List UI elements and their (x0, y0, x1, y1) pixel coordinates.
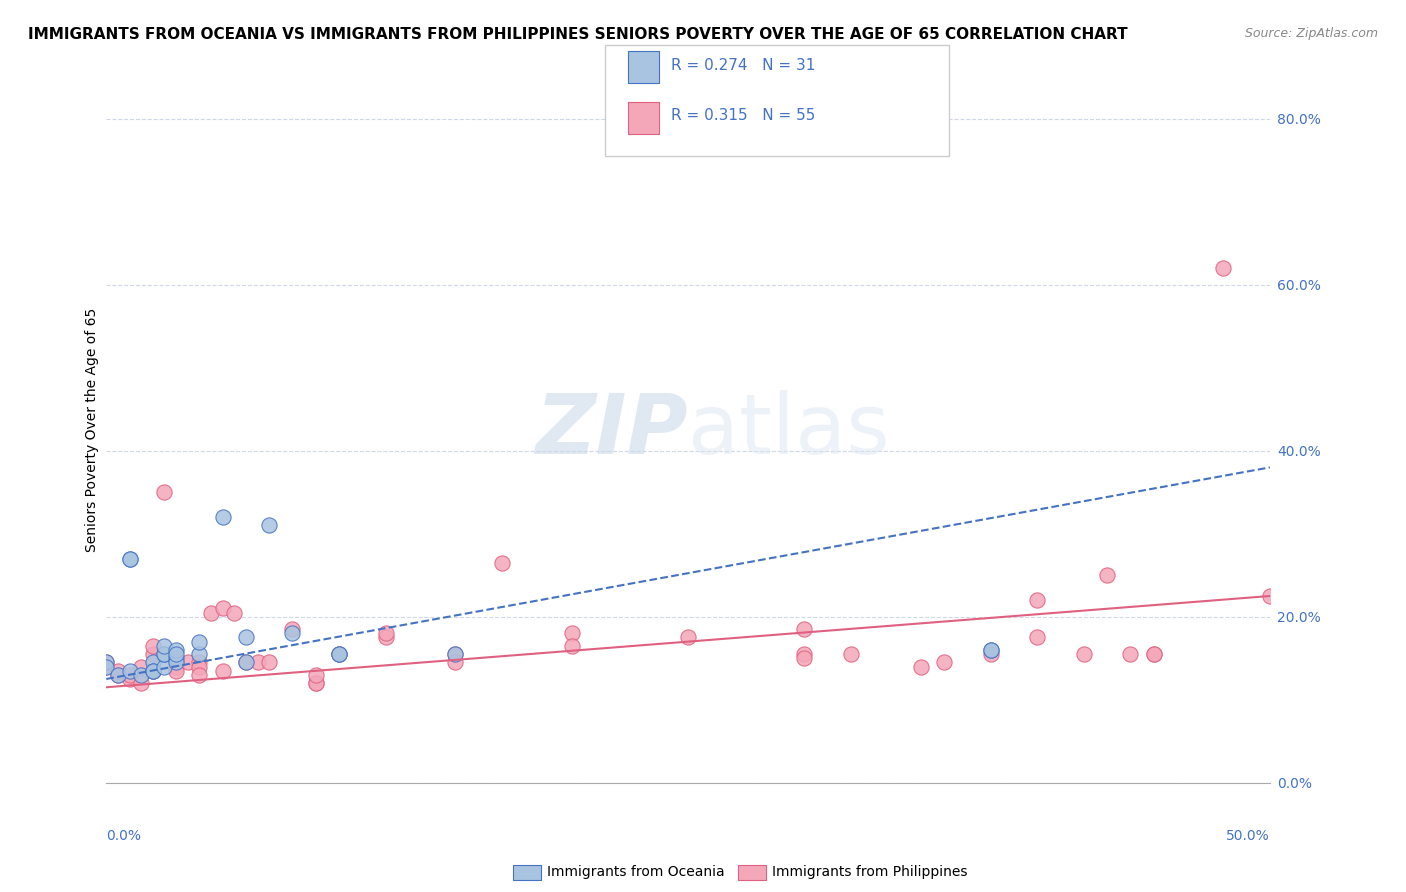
Text: Source: ZipAtlas.com: Source: ZipAtlas.com (1244, 27, 1378, 40)
Point (188, 647, 211, 661)
Point (165, 651, 187, 665)
Point (142, 639, 165, 653)
Point (118, 551, 141, 566)
Point (188, 668, 211, 682)
Text: Immigrants from Philippines: Immigrants from Philippines (772, 865, 967, 880)
Point (1026, 631, 1049, 645)
Point (374, 631, 396, 645)
Point (165, 643, 187, 657)
Point (839, 647, 862, 661)
Point (118, 551, 141, 566)
Text: 50.0%: 50.0% (1226, 829, 1270, 843)
Text: R = 0.315   N = 55: R = 0.315 N = 55 (671, 109, 815, 123)
Point (561, 626, 583, 640)
Point (211, 510, 233, 524)
Point (107, 668, 129, 682)
Point (676, 631, 699, 645)
Point (932, 656, 955, 670)
Point (96, 659, 118, 673)
Point (281, 622, 304, 636)
Point (1119, 647, 1142, 661)
Point (257, 518, 280, 533)
Point (1026, 593, 1049, 607)
Point (165, 656, 187, 670)
Point (444, 656, 467, 670)
Y-axis label: Seniors Poverty Over the Age of 65: Seniors Poverty Over the Age of 65 (86, 308, 100, 552)
Point (96, 656, 118, 670)
Point (165, 656, 187, 670)
Point (257, 656, 280, 670)
Point (235, 656, 257, 670)
Text: IMMIGRANTS FROM OCEANIA VS IMMIGRANTS FROM PHILIPPINES SENIORS POVERTY OVER THE : IMMIGRANTS FROM OCEANIA VS IMMIGRANTS FR… (28, 27, 1128, 42)
Point (224, 606, 246, 620)
Point (142, 664, 165, 678)
Point (107, 664, 129, 678)
Point (118, 668, 141, 682)
Point (1073, 647, 1095, 661)
Point (211, 664, 233, 678)
Point (793, 651, 815, 665)
Point (107, 668, 129, 682)
Text: atlas: atlas (688, 390, 890, 471)
Point (200, 606, 222, 620)
Point (910, 659, 932, 673)
Point (328, 647, 350, 661)
Point (980, 647, 1002, 661)
Point (747, 136, 769, 151)
Point (118, 664, 141, 678)
Point (129, 668, 152, 682)
Point (188, 634, 211, 648)
Point (328, 647, 350, 661)
Point (281, 626, 304, 640)
Point (165, 647, 187, 661)
Point (165, 664, 187, 678)
Point (561, 639, 583, 653)
Point (153, 485, 176, 500)
Text: ZIP: ZIP (536, 390, 688, 471)
Point (1258, 589, 1281, 603)
Point (153, 647, 176, 661)
Point (1212, 261, 1234, 276)
Point (246, 656, 269, 670)
Point (118, 672, 141, 686)
Point (793, 622, 815, 636)
Point (444, 647, 467, 661)
Point (96, 659, 118, 673)
Point (793, 647, 815, 661)
Point (153, 659, 176, 673)
Point (153, 639, 176, 653)
Point (153, 647, 176, 661)
Point (305, 676, 328, 690)
Point (980, 643, 1002, 657)
Point (444, 647, 467, 661)
Point (142, 664, 165, 678)
Point (142, 647, 165, 661)
Point (328, 647, 350, 661)
Point (1142, 647, 1164, 661)
Point (188, 659, 211, 673)
Point (235, 656, 257, 670)
Point (165, 659, 187, 673)
Text: 0.0%: 0.0% (107, 829, 141, 843)
Point (96, 656, 118, 670)
Point (188, 656, 211, 670)
Point (235, 631, 257, 645)
Point (305, 676, 328, 690)
Text: R = 0.274   N = 31: R = 0.274 N = 31 (671, 58, 815, 72)
Point (176, 656, 198, 670)
Point (1095, 568, 1118, 582)
Point (142, 664, 165, 678)
Point (1142, 647, 1164, 661)
Point (305, 668, 328, 682)
Point (211, 601, 233, 615)
Point (374, 626, 396, 640)
Point (491, 556, 513, 570)
Point (129, 659, 152, 673)
Point (142, 656, 165, 670)
Point (980, 643, 1002, 657)
Text: Immigrants from Oceania: Immigrants from Oceania (547, 865, 724, 880)
Point (129, 676, 152, 690)
